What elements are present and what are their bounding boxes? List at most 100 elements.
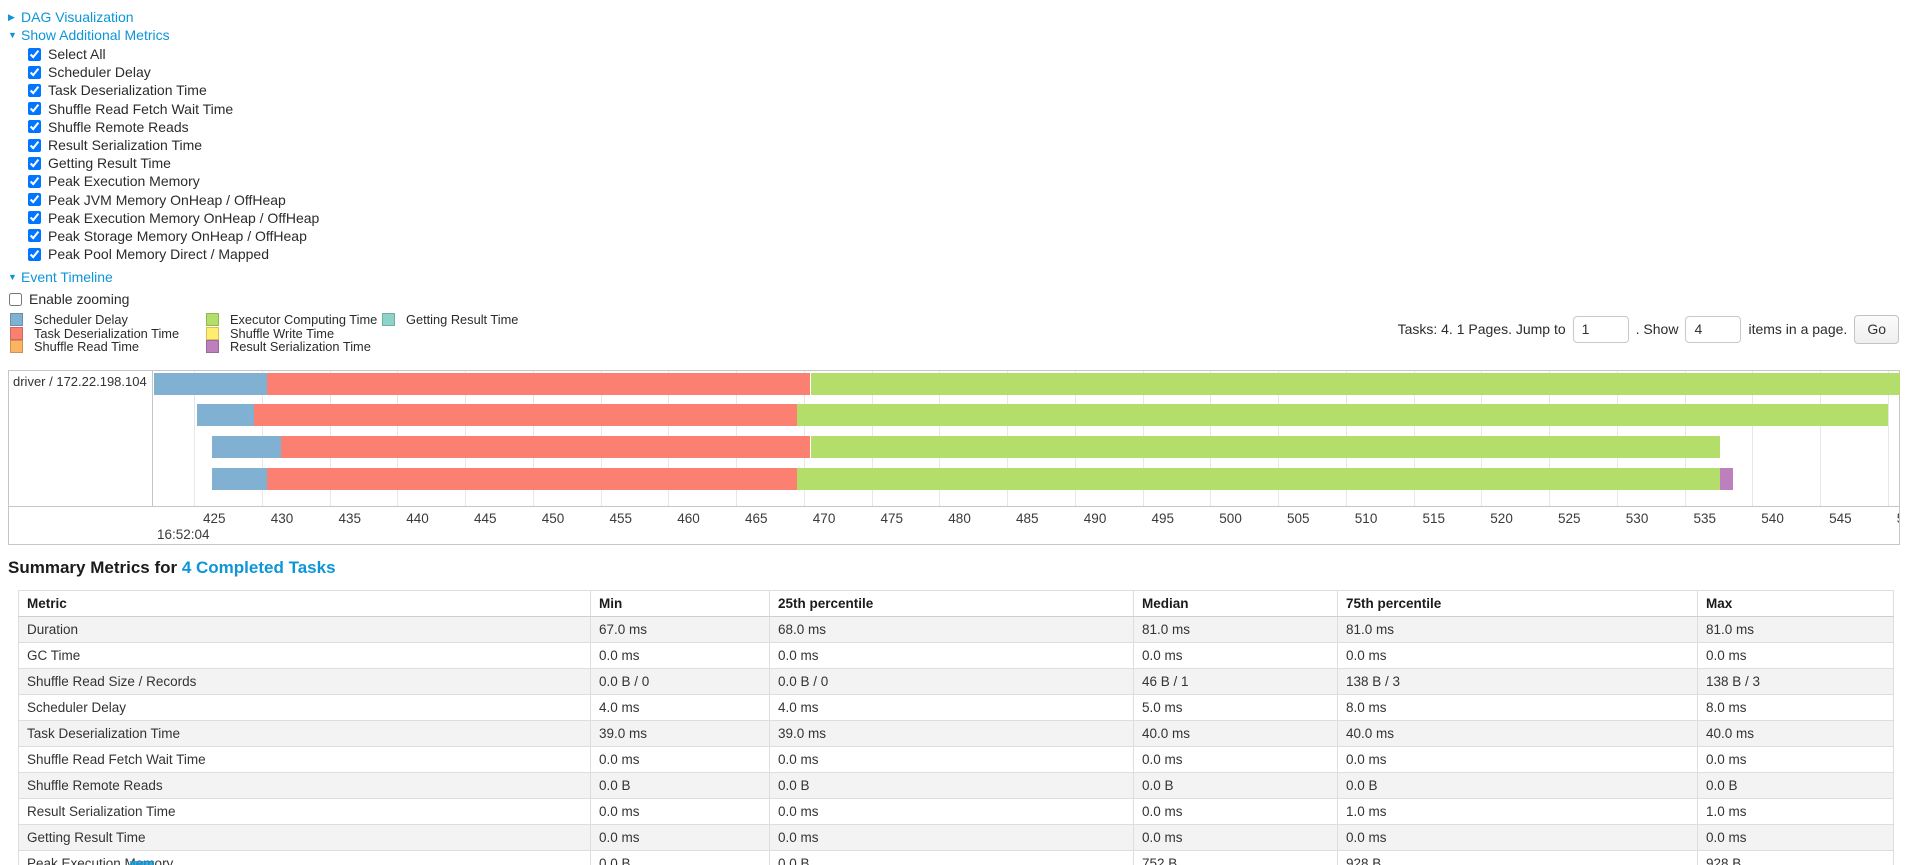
dag-visualization-toggle[interactable]: ▶ DAG Visualization	[8, 8, 1907, 26]
metric-checkbox[interactable]	[28, 138, 41, 152]
metric-checkbox-row[interactable]: Shuffle Remote Reads	[28, 118, 1907, 136]
metric-checkbox[interactable]	[28, 47, 41, 61]
table-cell: 40.0 ms	[1337, 720, 1698, 748]
metric-checkbox-row[interactable]: Scheduler Delay	[28, 63, 1907, 81]
table-cell: Shuffle Read Size / Records	[18, 668, 591, 696]
task-bar-segment-scheduler-delay[interactable]	[154, 373, 268, 396]
enable-zooming-option[interactable]: Enable zooming	[9, 290, 1907, 308]
table-cell: Getting Result Time	[18, 824, 591, 852]
metric-checkbox-row[interactable]: Peak Execution Memory OnHeap / OffHeap	[28, 209, 1907, 227]
table-row: GC Time 0.0 ms 0.0 ms 0.0 ms 0.0 ms 0.0 ms	[18, 642, 1894, 670]
metric-checkbox[interactable]	[28, 247, 41, 261]
table-cell: 0.0 B	[1133, 772, 1338, 800]
go-button[interactable]: Go	[1854, 314, 1899, 344]
metric-checkbox[interactable]	[28, 229, 41, 243]
metric-checkbox-row[interactable]: Peak Pool Memory Direct / Mapped	[28, 245, 1907, 263]
arrow-down-icon: ▼	[8, 30, 17, 40]
task-bar-segment-result-serialization[interactable]	[1719, 468, 1734, 491]
dag-visualization-link[interactable]: DAG Visualization	[21, 9, 134, 25]
table-cell: 0.0 B / 0	[769, 668, 1134, 696]
metric-checkbox-label: Peak Execution Memory OnHeap / OffHeap	[48, 209, 320, 226]
table-row: Result Serialization Time 0.0 ms 0.0 ms 0.0…	[18, 798, 1894, 826]
executor-group-label: driver / 172.22.198.104	[9, 371, 153, 507]
show-additional-metrics-toggle[interactable]: ▼ Show Additional Metrics	[8, 26, 1907, 44]
table-cell: 0.0 ms	[1697, 746, 1894, 774]
table-cell: 39.0 ms	[769, 720, 1134, 748]
event-timeline-chart: driver / 172.22.198.104 425 430 435 440 445 4…	[8, 370, 1900, 546]
completed-tasks-link[interactable]: 4 Completed Tasks	[181, 558, 336, 578]
table-cell: 0.0 ms	[769, 798, 1134, 826]
legend-column: Getting Result Time	[382, 312, 518, 353]
metric-checkbox-label: Peak JVM Memory OnHeap / OffHeap	[48, 191, 286, 208]
legend-swatch-icon	[206, 340, 219, 354]
task-bar-segment-scheduler-delay[interactable]	[196, 404, 254, 427]
task-bar-segment-task-deserialization[interactable]	[280, 436, 811, 459]
metric-checkbox-row[interactable]: Getting Result Time	[28, 154, 1907, 172]
table-cell: Shuffle Read Fetch Wait Time	[18, 746, 591, 774]
metric-checkbox-row[interactable]: Peak Storage Memory OnHeap / OffHeap	[28, 227, 1907, 245]
timeline-x-axis: 425 430 435 440 445 450 455 460 465 470 475 480 485 4…	[9, 506, 1899, 544]
metric-checkbox-label: Getting Result Time	[48, 155, 171, 172]
metric-checkbox[interactable]	[28, 65, 41, 79]
table-cell: 4.0 ms	[590, 694, 770, 722]
axis-gridline	[1887, 371, 1889, 507]
table-header-cell: 75th percentile	[1337, 590, 1698, 618]
axis-tick-label: 480	[948, 511, 971, 527]
metric-checkbox[interactable]	[28, 156, 41, 170]
table-cell: 0.0 B / 0	[590, 668, 770, 696]
enable-zooming-checkbox[interactable]	[9, 292, 22, 306]
axis-tick-label: 515	[1422, 511, 1446, 527]
legend-label: Getting Result Time	[406, 311, 519, 327]
legend-label: Task Deserialization Time	[34, 325, 180, 341]
legend-swatch-icon	[10, 312, 23, 326]
task-bar-segment-executor-computing[interactable]	[810, 373, 1900, 396]
metric-checkbox[interactable]	[28, 102, 41, 116]
task-bar-segment-task-deserialization[interactable]	[267, 468, 797, 491]
legend-swatch-icon	[206, 312, 219, 326]
task-bar-segment-task-deserialization[interactable]	[267, 373, 811, 396]
legend-column: Executor Computing Time Shuffle Write Tim…	[206, 312, 382, 354]
table-cell: 40.0 ms	[1697, 720, 1894, 748]
table-cell: 0.0 ms	[1697, 642, 1894, 670]
task-bar-segment-scheduler-delay[interactable]	[211, 436, 281, 459]
table-row: Getting Result Time 0.0 ms 0.0 ms 0.0 ms 0.0…	[18, 824, 1894, 852]
axis-tick-label: 505	[1287, 511, 1310, 527]
task-bar-segment-executor-computing[interactable]	[797, 404, 1888, 427]
metric-checkbox-label: Peak Execution Memory	[48, 173, 200, 190]
items-per-page-input[interactable]	[1685, 315, 1742, 343]
metric-checkbox-row[interactable]: Result Serialization Time	[28, 136, 1907, 154]
axis-tick-label: 445	[474, 511, 497, 527]
stage-controls: ▶ DAG Visualization ▼ Show Additional Me…	[0, 0, 1907, 308]
event-timeline-link[interactable]: Event Timeline	[21, 269, 113, 286]
table-cell: 81.0 ms	[1697, 616, 1894, 644]
metric-checkbox[interactable]	[28, 174, 41, 188]
event-timeline-toggle[interactable]: ▼ Event Timeline	[8, 268, 1907, 286]
metric-checkbox[interactable]	[28, 120, 41, 134]
metric-checkbox-row[interactable]: Task Deserialization Time	[28, 81, 1907, 99]
table-cell: 0.0 ms	[1133, 642, 1338, 670]
task-bar-segment-executor-computing[interactable]	[797, 468, 1720, 491]
axis-tick-label: 425	[203, 511, 226, 527]
metric-checkbox-row[interactable]: Peak JVM Memory OnHeap / OffHeap	[28, 191, 1907, 209]
axis-tick-label: 535	[1693, 511, 1717, 527]
table-cell: 0.0 B	[1337, 772, 1698, 800]
table-row: Shuffle Read Fetch Wait Time 0.0 ms 0.0 ms…	[18, 746, 1894, 774]
metric-checkbox-row[interactable]: Shuffle Read Fetch Wait Time	[28, 100, 1907, 118]
task-bar-segment-executor-computing[interactable]	[810, 436, 1720, 459]
table-cell: Task Deserialization Time	[18, 720, 591, 748]
task-bar-segment-scheduler-delay[interactable]	[211, 468, 268, 491]
task-bar-segment-task-deserialization[interactable]	[253, 404, 797, 427]
table-cell: 0.0 B	[590, 850, 770, 865]
metric-checkbox-row[interactable]: Select All	[28, 45, 1907, 63]
jump-to-page-input[interactable]	[1572, 315, 1629, 343]
axis-tick-label: 520	[1490, 511, 1513, 527]
metric-checkbox[interactable]	[28, 83, 41, 97]
summary-metrics-title: Summary Metrics for 4 Completed Tasks	[8, 558, 1907, 578]
metric-checkbox[interactable]	[28, 211, 41, 225]
legend-column: Scheduler Delay Task Deserialization Time…	[10, 312, 206, 354]
metric-checkbox-row[interactable]: Peak Execution Memory	[28, 172, 1907, 190]
show-additional-metrics-link[interactable]: Show Additional Metrics	[21, 27, 170, 43]
table-cell: 0.0 B	[769, 850, 1134, 865]
axis-gridline	[194, 371, 195, 507]
metric-checkbox[interactable]	[28, 193, 41, 207]
